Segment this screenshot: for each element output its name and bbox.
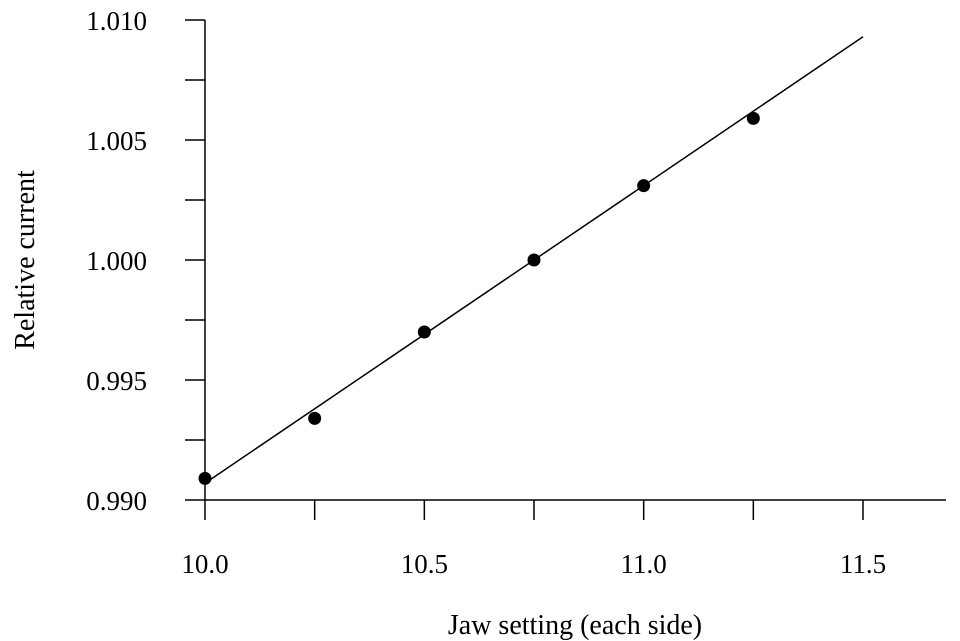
x-tick-label: 10.5 — [401, 549, 448, 579]
data-point — [637, 179, 651, 193]
data-point — [308, 411, 322, 425]
data-points — [198, 111, 760, 485]
data-point — [527, 253, 541, 267]
data-point — [198, 471, 212, 485]
x-tick-label: 10.0 — [181, 549, 228, 579]
ticks — [185, 19, 864, 520]
data-point — [417, 325, 431, 339]
y-tick-label: 0.995 — [86, 366, 147, 396]
x-tick-label: 11.5 — [840, 549, 886, 579]
y-tick-label: 1.010 — [86, 6, 147, 36]
y-tick-label: 1.000 — [86, 246, 147, 276]
tick-labels: 10.0 10.5 11.0 11.5 0.990 0.995 1.000 1.005 1.01… — [86, 6, 886, 579]
x-axis-title: Jaw setting (each side) — [448, 610, 702, 641]
axes — [204, 20, 946, 501]
x-tick-label: 11.0 — [621, 549, 667, 579]
y-tick-label: 1.005 — [86, 126, 147, 156]
y-axis-title: Relative current — [10, 170, 41, 350]
y-tick-label: 0.990 — [86, 486, 147, 516]
data-point — [746, 111, 760, 125]
